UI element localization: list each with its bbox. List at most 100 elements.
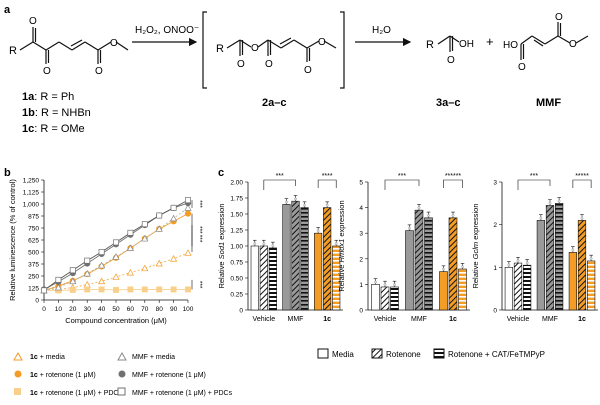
c-replicate-dot — [589, 257, 593, 260]
c-bar — [405, 230, 414, 311]
intermediate-bracket — [202, 11, 345, 89]
legend-rotenone: Rotenone — [386, 350, 421, 359]
b-x-tick-label: 50 — [112, 306, 120, 313]
acid-oh-label: OH — [459, 39, 474, 50]
legend-mmf-media: MMF + media — [132, 354, 175, 361]
b-data-point — [170, 204, 177, 211]
legend-marker-mmf-rotenone — [118, 370, 126, 378]
c-bar — [545, 205, 555, 311]
reagent-2-label: H₂O — [372, 25, 391, 36]
c-category-label: Vehicle — [507, 316, 530, 323]
c-bar — [513, 262, 523, 311]
mmf-o-3: O — [569, 39, 577, 50]
panel-b-letter: b — [4, 167, 11, 179]
b-data-point — [126, 244, 134, 252]
b-data-point — [155, 259, 163, 267]
compound-1-r-label: R — [9, 45, 17, 57]
compound-1-o-ester: O — [110, 38, 118, 49]
c-sig-bracket — [517, 179, 551, 190]
legend-1c-rotenone: 1c + rotenone (1 μM) — [30, 372, 96, 379]
c-y-tick-label: 1 — [359, 282, 363, 289]
b-y-tick-label: 1,250 — [23, 178, 40, 185]
mmf-label: MMF — [536, 97, 561, 109]
b-sig-label: *** — [196, 281, 203, 289]
b-x-tick-label: 10 — [55, 306, 63, 313]
b-data-point — [55, 276, 62, 283]
b-x-tick-label: 20 — [69, 306, 77, 313]
legend-rotenone-cat: Rotenone + CAT/FeTMPyP — [448, 350, 545, 359]
b-y-axis-label: Relative luminescence (% of control) — [8, 179, 17, 301]
mmf-structure — [520, 22, 589, 60]
c-sig-bracket — [317, 179, 337, 188]
b-data-point — [127, 229, 134, 236]
c-bar — [568, 252, 577, 311]
b-data-point — [155, 225, 163, 232]
c-bar — [314, 232, 323, 311]
acid-r-label: R — [426, 39, 434, 51]
c-category-label: MMF — [411, 316, 427, 323]
c-replicate-dot — [316, 229, 320, 233]
c-sig-label: **** — [322, 173, 333, 180]
panel-c-gclm-chart: 0 1 2 3 Relative Gclm expression Vehicle MMF 1c… — [471, 173, 598, 323]
b-data-point — [41, 287, 47, 294]
c-y-axis-label: Relative Hmox1 expression — [337, 200, 346, 291]
c-bar — [291, 200, 300, 311]
panel-b: b 01252503755006257508751,0001,1251,2500… — [4, 167, 233, 397]
compound-1-o-bottom: O — [43, 66, 51, 77]
legend-1c-pdcs: 1c + rotenone (1 μM) + PDCs — [30, 390, 122, 397]
c-replicate-dot — [507, 263, 511, 267]
legend-marker-1c-pdcs — [14, 388, 21, 395]
c-bar — [448, 217, 458, 311]
c-bar — [380, 286, 390, 311]
c-sig-bracket — [443, 179, 463, 188]
b-data-point — [141, 234, 149, 242]
panel-c-legend: Media Rotenone Rotenone + CAT/FeTMPyP — [317, 348, 545, 359]
b-x-axis-label: Compound concentration (μM) — [65, 316, 167, 325]
c-replicate-dot — [417, 206, 421, 210]
c-replicate-dot — [253, 242, 257, 246]
b-data-point — [184, 249, 192, 256]
c-replicate-dot — [461, 265, 464, 269]
c-replicate-dot — [393, 283, 396, 287]
panel-c-letter: c — [218, 167, 224, 179]
b-y-tick-label: 875 — [28, 214, 39, 221]
c-y-axis-label: Relative Sod1 expression — [217, 203, 226, 288]
b-x-tick-label: 80 — [156, 306, 164, 313]
c-bar — [323, 207, 332, 311]
intermediate-o-2: O — [251, 43, 259, 54]
b-data-point — [127, 286, 134, 293]
b-data-point — [98, 261, 106, 269]
intermediate-structure — [226, 37, 337, 62]
panel-b-chart: 0 125 250 375 500 625 750 875 1,000 1,125 1,250 0 10… — [8, 178, 203, 326]
c-category-label: 1c — [449, 316, 457, 323]
b-data-point — [170, 214, 178, 222]
b-data-point — [141, 286, 148, 293]
legend-mmf-pdcs: MMF + rotenone (1 μM) + PDCs — [132, 390, 233, 397]
panel-c-hmox1-chart: 0 1 2 3 4 5 Relative Hmox1 expression Vehicle MM… — [337, 173, 470, 323]
c-sig-label: *** — [276, 173, 284, 180]
legend-mmf-rotenone: MMF + rotenone (1 μM) — [132, 372, 206, 379]
c-bar — [268, 247, 277, 311]
b-y-tick-label: 750 — [28, 226, 39, 233]
c-replicate-dot — [516, 259, 520, 263]
legend-1c-media: 1c + media — [30, 354, 65, 361]
legend-marker-mmf-pdcs — [117, 387, 126, 396]
c-replicate-dot — [571, 248, 575, 252]
mmf-o-1: O — [518, 62, 526, 73]
b-x-tick-label: 40 — [98, 306, 106, 313]
b-x-tick-label: 0 — [42, 306, 46, 313]
b-data-point — [170, 286, 177, 293]
c-category-label: 1c — [323, 316, 331, 323]
c-bar — [300, 207, 309, 311]
c-sig-bracket — [263, 179, 296, 190]
c-bar — [439, 271, 448, 311]
b-data-point — [156, 286, 163, 293]
mmf-o-2: O — [555, 12, 563, 23]
c-y-tick-label: 1 — [493, 265, 497, 272]
b-sig-label: *** — [196, 226, 203, 234]
b-data-point — [98, 249, 105, 255]
c-y-tick-label: 0.25 — [230, 292, 243, 299]
c-bar — [250, 245, 259, 311]
legend-media: Media — [332, 350, 354, 359]
